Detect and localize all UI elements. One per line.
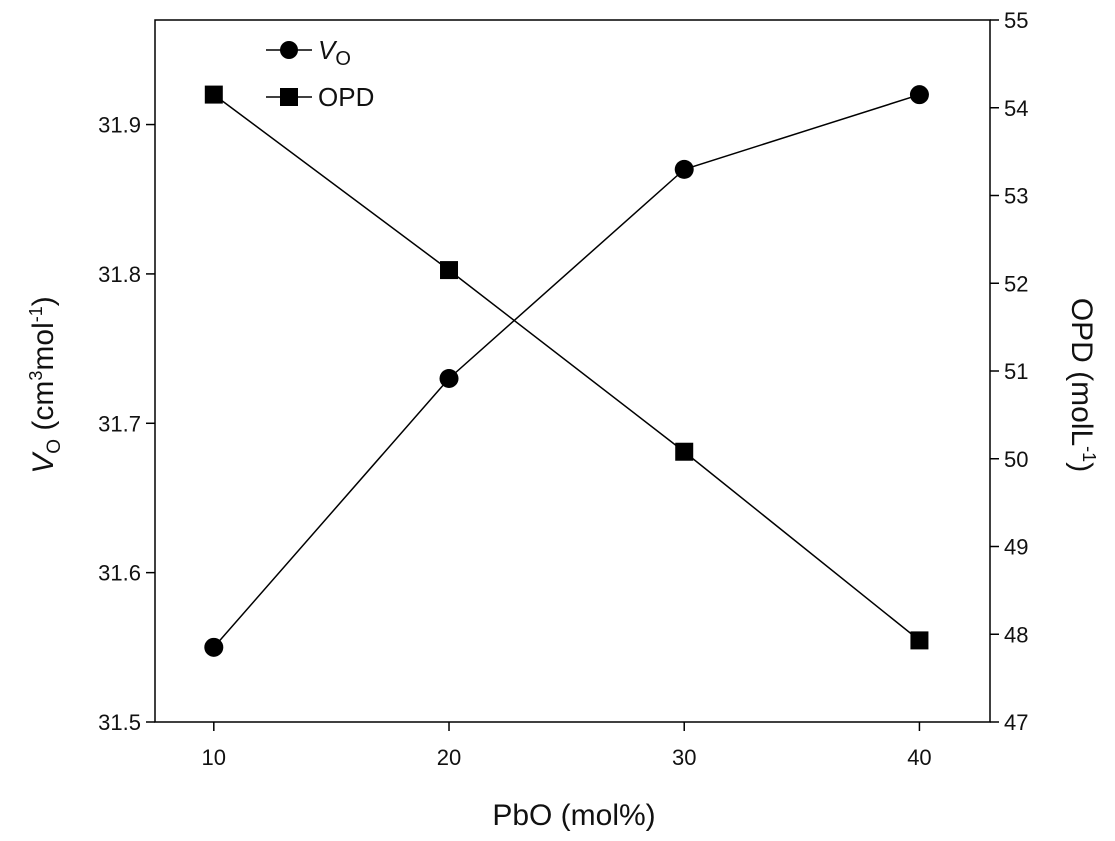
vo-point <box>674 159 694 179</box>
left-y-title-rest: (cm <box>27 381 60 439</box>
opd-point <box>440 261 459 280</box>
series-layer <box>204 85 929 657</box>
legend: VO OPD <box>266 35 374 112</box>
right-y-tick-label: 47 <box>1004 710 1028 735</box>
right-y-tick-label: 51 <box>1004 359 1028 384</box>
right-y-tick-label: 49 <box>1004 535 1028 560</box>
x-tick-label: 20 <box>437 745 461 770</box>
left-y-axis-title: VO (cm3mol-1) <box>26 296 65 474</box>
legend-item-opd: OPD <box>266 82 374 112</box>
right-y-tick-label: 54 <box>1004 96 1028 121</box>
series-line-0 <box>213 93 920 648</box>
opd-point <box>204 85 223 104</box>
x-tick-label: 30 <box>672 745 696 770</box>
vo-point <box>204 637 224 657</box>
left-y-title-sub: O <box>44 439 65 454</box>
legend-vo-label: VO <box>318 35 351 70</box>
left-y-title-sup2: -1 <box>26 306 46 322</box>
right-y-title-sup: -1 <box>1079 446 1099 462</box>
right-y-tick-label: 55 <box>1004 8 1028 33</box>
right-y-tick-label: 50 <box>1004 447 1028 472</box>
x-axis-ticks: 10 20 30 40 <box>202 722 932 770</box>
left-y-title-main: V <box>27 451 60 474</box>
series-1 <box>204 85 929 650</box>
vo-point <box>439 368 459 388</box>
left-y-tick-label: 31.7 <box>98 411 141 436</box>
right-y-title-end: ) <box>1065 462 1098 472</box>
plot-frame <box>154 19 991 723</box>
opd-point <box>675 442 694 461</box>
left-y-title-rest2: mol <box>27 322 60 370</box>
right-y-axis-title: OPD (molL-1) <box>1065 298 1099 472</box>
legend-vo-marker <box>280 41 298 59</box>
right-y-axis-ticks: 47 48 49 50 51 52 53 54 55 <box>990 8 1028 735</box>
left-y-title-sup: 3 <box>26 371 46 381</box>
x-axis-title: PbO (mol%) <box>492 799 655 832</box>
legend-opd-label: OPD <box>318 82 374 112</box>
left-y-tick-label: 31.9 <box>98 113 141 138</box>
right-y-tick-label: 53 <box>1004 184 1028 209</box>
x-tick-label: 10 <box>202 745 226 770</box>
right-y-tick-label: 48 <box>1004 622 1028 647</box>
vo-point <box>909 85 929 105</box>
left-y-tick-label: 31.8 <box>98 262 141 287</box>
left-y-axis-ticks: 31.5 31.6 31.7 31.8 31.9 <box>98 113 155 735</box>
series-0 <box>204 85 929 657</box>
x-tick-label: 40 <box>907 745 931 770</box>
legend-opd-marker <box>280 88 298 106</box>
right-y-tick-label: 52 <box>1004 271 1028 296</box>
series-line-1 <box>213 93 920 641</box>
left-y-title-end: ) <box>27 296 60 306</box>
opd-point <box>910 631 929 650</box>
right-y-title-main: OPD (molL <box>1065 298 1098 446</box>
plot-area-border <box>154 19 991 723</box>
left-y-tick-label: 31.6 <box>98 561 141 586</box>
legend-item-vo: VO <box>266 35 351 70</box>
left-y-tick-label: 31.5 <box>98 710 141 735</box>
